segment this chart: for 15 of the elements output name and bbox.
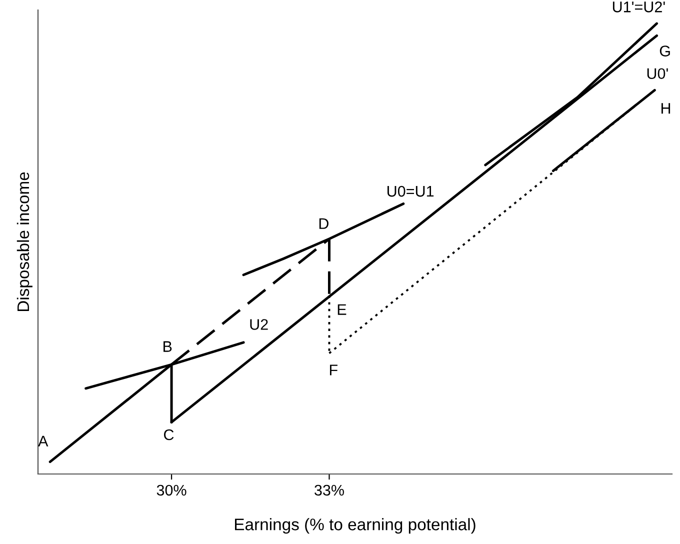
annotation: G <box>660 46 670 56</box>
x-tick-label: 33% <box>314 484 344 496</box>
y-axis-title: Disposable income <box>16 172 32 312</box>
annotation: U0=U1 <box>388 186 434 197</box>
x-tick-label: 30% <box>156 484 186 496</box>
annotation: U2 <box>250 319 268 330</box>
annotation: U1'=U2' <box>612 2 665 12</box>
annotation: U0' <box>647 68 668 80</box>
annotation: C <box>164 429 174 440</box>
annotation: D <box>319 218 328 229</box>
annotation: B <box>164 341 172 352</box>
annotation: E <box>338 304 346 315</box>
x-axis-title: Earnings (% to earning potential) <box>235 518 476 534</box>
annotation: F <box>330 364 338 376</box>
annotation: H <box>662 103 670 114</box>
